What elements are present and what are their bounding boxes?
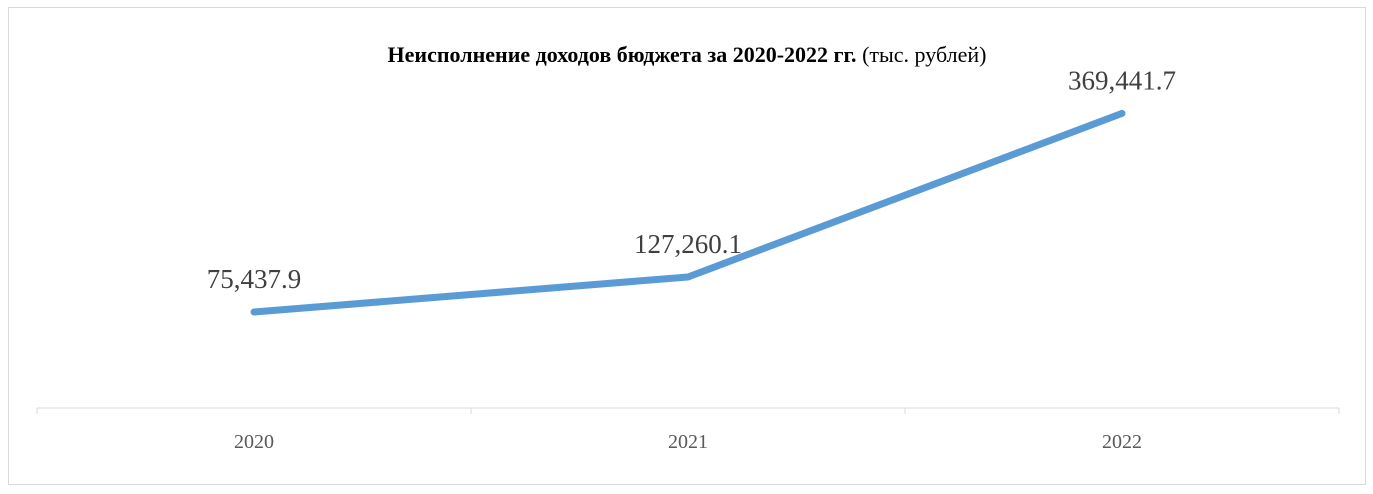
data-label: 75,437.9 [207,264,302,294]
series-line [250,109,1126,316]
chart-title-main: Неисполнение доходов бюджета за 2020-202… [387,42,857,67]
x-tick-label: 2021 [668,431,708,453]
x-tick-label: 2020 [234,431,274,453]
x-tick-label: 2022 [1102,431,1142,453]
data-label: 369,441.7 [1068,65,1176,95]
chart-title: Неисполнение доходов бюджета за 2020-202… [9,42,1365,68]
data-label: 127,260.1 [634,229,742,259]
chart-title-unit: (тыс. рублей) [862,42,987,67]
chart-frame: Неисполнение доходов бюджета за 2020-202… [8,7,1366,485]
